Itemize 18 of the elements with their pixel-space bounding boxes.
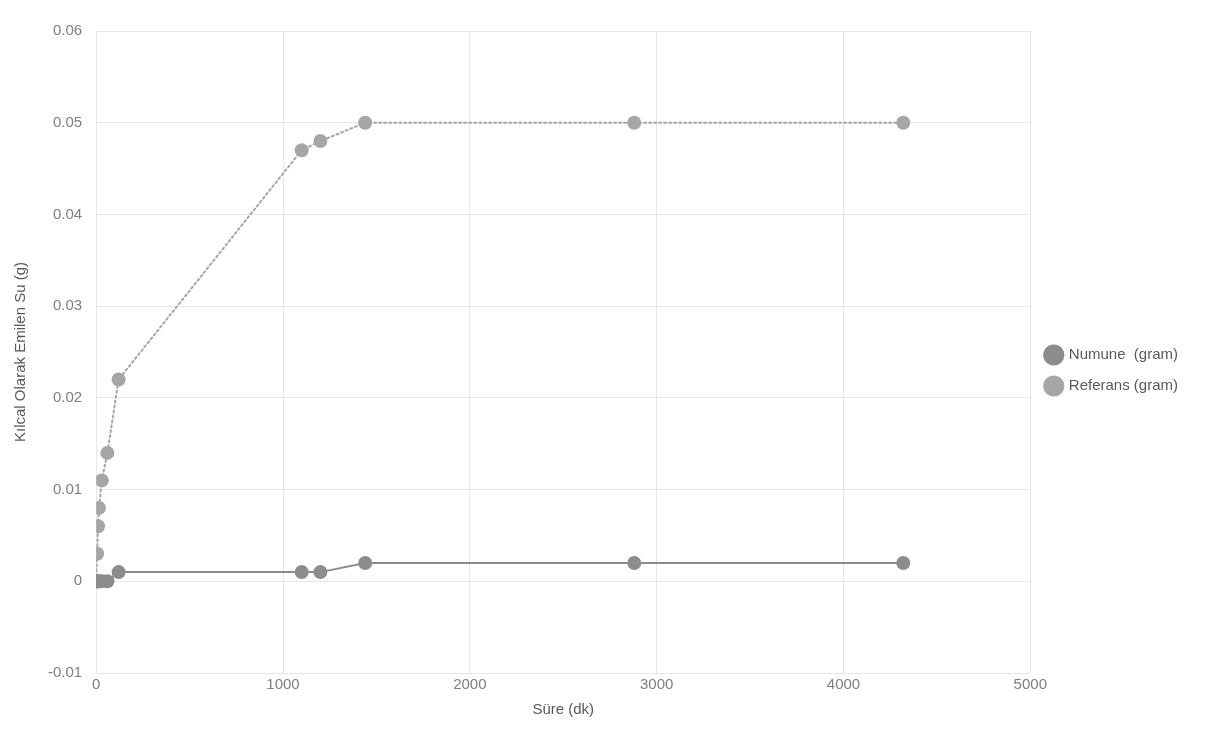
- y-tick-label: 0.01: [52, 479, 83, 497]
- x-tick-label: 0: [92, 675, 101, 693]
- y-axis-title: Kılcal Olarak Emilen Su (g): [11, 261, 29, 443]
- legend-label: Referans (gram): [1068, 376, 1179, 394]
- x-tick-label: 1000: [266, 675, 300, 693]
- x-tick-label: 2000: [453, 675, 487, 693]
- y-tick-label: 0.06: [52, 21, 83, 39]
- y-tick-label: 0.05: [52, 112, 83, 130]
- y-tick-label: 0.03: [52, 296, 83, 314]
- y-tick-label: 0: [73, 571, 83, 589]
- y-tick-label: 0.02: [52, 388, 83, 405]
- x-tick-label: 3000: [639, 675, 674, 693]
- y-tick-label: -0.01: [47, 663, 83, 681]
- y-tick-label: 0.04: [52, 204, 83, 222]
- x-axis-title: Süre (dk): [532, 700, 595, 718]
- x-tick-label: 5000: [1013, 675, 1047, 693]
- legend-label: Numune (gram): [1068, 345, 1179, 363]
- x-tick-label: 4000: [826, 675, 861, 693]
